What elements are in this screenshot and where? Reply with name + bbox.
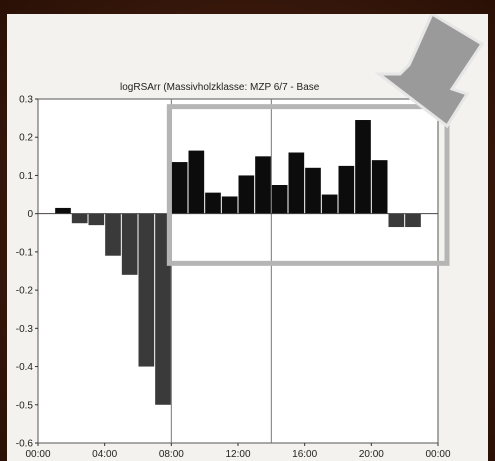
y-tick-label: -0.2 (16, 286, 34, 297)
bar-chart: 0.3 0.2 0.1 0 -0.1 -0.2 -0.3 -0.4 -0.5 -0.6 00:00… (16, 14, 485, 460)
bar-11 (221, 196, 238, 214)
bar-18 (338, 165, 355, 214)
chart-panel: 0.3 0.2 0.1 0 -0.1 -0.2 -0.3 -0.4 -0.5 -0.6 00:00… (7, 14, 488, 461)
bar-22 (405, 213, 421, 228)
x-tick-label: 12:00 (225, 449, 250, 460)
y-tick-label: 0.1 (19, 171, 33, 182)
y-tick-label: -0.1 (16, 247, 34, 258)
bar-19 (355, 120, 371, 214)
bar-2 (71, 213, 88, 224)
highlight-box (166, 104, 450, 266)
y-tick-label: -0.4 (16, 362, 34, 373)
y-tick-label: 0.3 (19, 95, 33, 106)
bar-5 (121, 213, 138, 275)
x-tick-label: 00:00 (425, 449, 450, 460)
y-tick-label: -0.3 (16, 324, 34, 335)
bar-3 (88, 213, 105, 226)
bar-15 (288, 152, 305, 214)
y-tick-label: -0.6 (16, 439, 34, 450)
y-tick-label: 0 (27, 209, 33, 220)
bar-4 (105, 213, 121, 256)
x-tick-label: 00:00 (25, 449, 50, 460)
bar-8 (171, 162, 188, 214)
bar-17 (321, 194, 338, 214)
bar-12 (238, 175, 255, 214)
bar-13 (255, 156, 271, 214)
plot-area (37, 98, 439, 444)
x-tick-label: 20:00 (359, 449, 384, 460)
bar-9 (188, 150, 205, 214)
bar-6 (138, 213, 155, 367)
bar-21 (388, 213, 405, 228)
y-tick-label: 0.2 (19, 133, 33, 144)
bar-16 (305, 167, 321, 214)
bar-20 (371, 160, 388, 214)
bar-14 (271, 185, 288, 214)
y-tick-label: -0.5 (16, 400, 34, 411)
x-tick-label: 08:00 (159, 449, 184, 460)
chart-title: logRSArr (Massivholzklasse: MZP 6/7 - Ba… (120, 82, 320, 93)
bar-10 (205, 192, 221, 214)
bar-1 (55, 207, 71, 214)
arrow-icon (374, 14, 485, 129)
x-tick-label: 04:00 (92, 449, 117, 460)
x-tick-label: 16:00 (292, 449, 317, 460)
